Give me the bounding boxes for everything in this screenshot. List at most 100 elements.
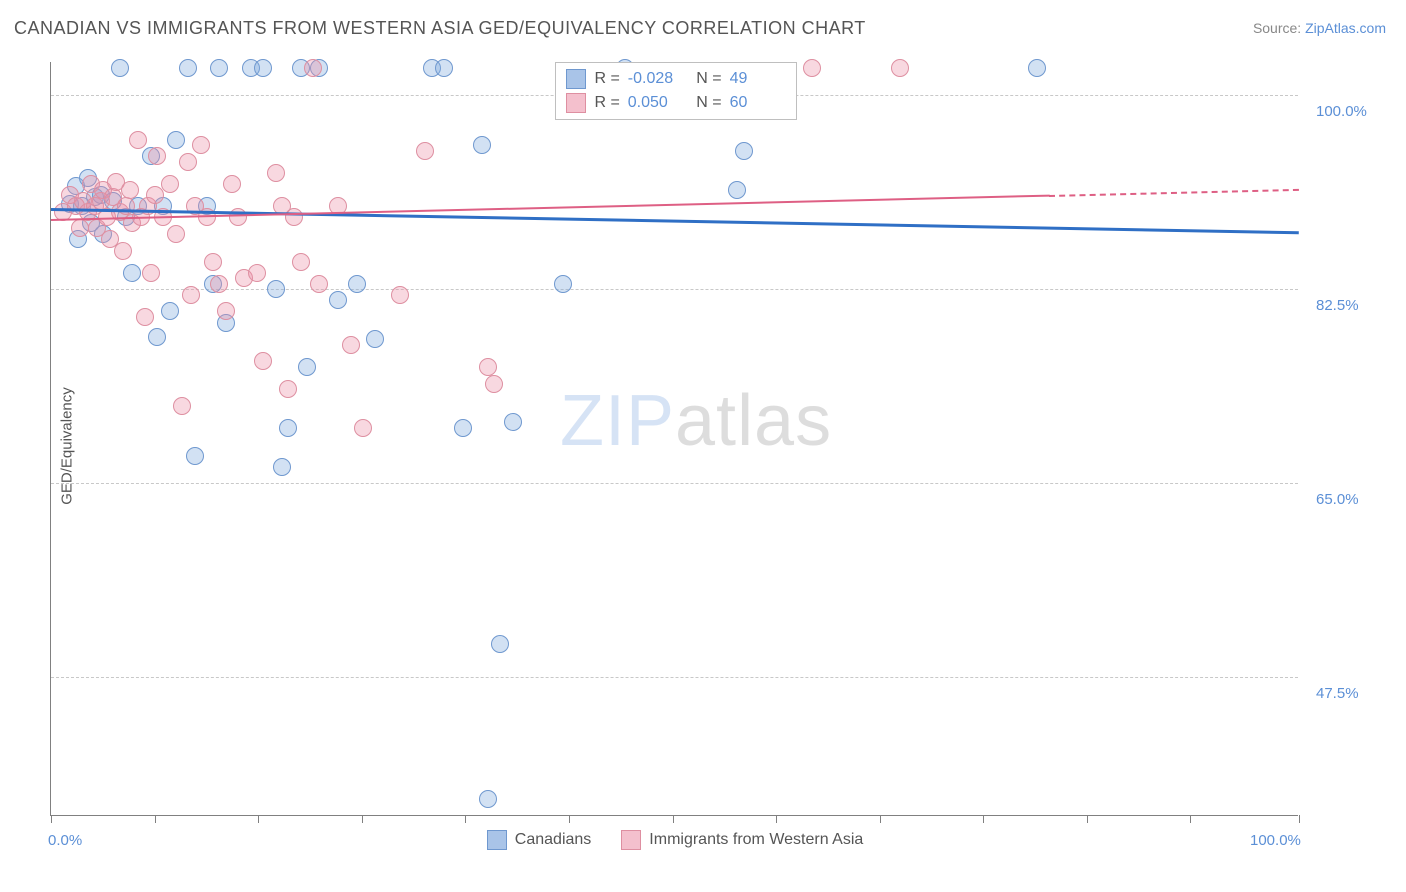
scatter-point (114, 242, 132, 260)
legend-series-label: Immigrants from Western Asia (649, 831, 863, 849)
source-label: Source: (1253, 20, 1305, 36)
scatter-point (310, 275, 328, 293)
x-max-label: 100.0% (1250, 832, 1301, 849)
scatter-point (210, 59, 228, 77)
y-tick-label: 47.5% (1316, 685, 1359, 702)
scatter-point (186, 447, 204, 465)
scatter-point (298, 358, 316, 376)
gridline (51, 677, 1298, 678)
scatter-point (111, 59, 129, 77)
plot-area (50, 62, 1298, 816)
x-tick-mark (155, 815, 156, 823)
legend-series: Canadians Immigrants from Western Asia (487, 830, 883, 850)
scatter-point (123, 264, 141, 282)
source-attribution: Source: ZipAtlas.com (1253, 20, 1386, 36)
legend-series-item: Canadians (487, 830, 592, 850)
scatter-point (182, 286, 200, 304)
scatter-point (1028, 59, 1046, 77)
trend-line (1049, 189, 1299, 197)
y-tick-label: 65.0% (1316, 491, 1359, 508)
x-tick-mark (880, 815, 881, 823)
x-origin-label: 0.0% (48, 832, 82, 849)
scatter-point (891, 59, 909, 77)
scatter-point (161, 175, 179, 193)
x-tick-mark (1190, 815, 1191, 823)
scatter-point (292, 253, 310, 271)
source-link[interactable]: ZipAtlas.com (1305, 20, 1386, 36)
scatter-point (254, 352, 272, 370)
scatter-point (728, 181, 746, 199)
scatter-point (148, 147, 166, 165)
scatter-point (248, 264, 266, 282)
legend-series-item: Immigrants from Western Asia (621, 830, 863, 850)
x-tick-mark (673, 815, 674, 823)
scatter-point (173, 397, 191, 415)
scatter-point (354, 419, 372, 437)
legend-stats-row: R = 0.050 N = 60 (566, 91, 785, 115)
scatter-point (204, 253, 222, 271)
legend-stats-row: R = -0.028 N = 49 (566, 67, 785, 91)
legend-n-label: N = (692, 70, 722, 88)
scatter-point (329, 291, 347, 309)
scatter-point (223, 175, 241, 193)
scatter-point (735, 142, 753, 160)
x-tick-mark (1087, 815, 1088, 823)
scatter-point (167, 131, 185, 149)
scatter-point (473, 136, 491, 154)
scatter-point (342, 336, 360, 354)
scatter-point (285, 208, 303, 226)
scatter-point (435, 59, 453, 77)
legend-swatch (487, 830, 507, 850)
legend-stats: R = -0.028 N = 49R = 0.050 N = 60 (555, 62, 796, 120)
legend-series-label: Canadians (515, 831, 592, 849)
scatter-point (485, 375, 503, 393)
x-tick-mark (51, 815, 52, 823)
scatter-point (267, 164, 285, 182)
scatter-point (192, 136, 210, 154)
gridline (51, 483, 1298, 484)
scatter-point (304, 59, 322, 77)
scatter-point (136, 308, 154, 326)
scatter-point (279, 380, 297, 398)
scatter-point (254, 59, 272, 77)
legend-swatch (566, 69, 586, 89)
scatter-point (504, 413, 522, 431)
legend-n-value: 60 (730, 94, 786, 112)
x-tick-mark (776, 815, 777, 823)
scatter-point (121, 181, 139, 199)
chart-title: CANADIAN VS IMMIGRANTS FROM WESTERN ASIA… (14, 18, 866, 39)
scatter-point (129, 131, 147, 149)
legend-n-value: 49 (730, 70, 786, 88)
scatter-point (267, 280, 285, 298)
legend-swatch (566, 93, 586, 113)
gridline (51, 289, 1298, 290)
scatter-point (71, 219, 89, 237)
scatter-point (391, 286, 409, 304)
scatter-point (803, 59, 821, 77)
x-tick-mark (569, 815, 570, 823)
x-tick-mark (465, 815, 466, 823)
scatter-point (348, 275, 366, 293)
legend-r-value: 0.050 (628, 94, 684, 112)
scatter-point (416, 142, 434, 160)
scatter-point (491, 635, 509, 653)
legend-r-value: -0.028 (628, 70, 684, 88)
scatter-point (142, 264, 160, 282)
scatter-point (554, 275, 572, 293)
scatter-point (210, 275, 228, 293)
scatter-point (167, 225, 185, 243)
legend-r-label: R = (594, 70, 619, 88)
y-tick-label: 100.0% (1316, 103, 1367, 120)
scatter-point (454, 419, 472, 437)
scatter-point (366, 330, 384, 348)
scatter-point (179, 153, 197, 171)
scatter-point (479, 790, 497, 808)
y-tick-label: 82.5% (1316, 297, 1359, 314)
legend-n-label: N = (692, 94, 722, 112)
scatter-point (217, 302, 235, 320)
scatter-point (279, 419, 297, 437)
scatter-point (179, 59, 197, 77)
legend-swatch (621, 830, 641, 850)
scatter-point (479, 358, 497, 376)
scatter-point (161, 302, 179, 320)
